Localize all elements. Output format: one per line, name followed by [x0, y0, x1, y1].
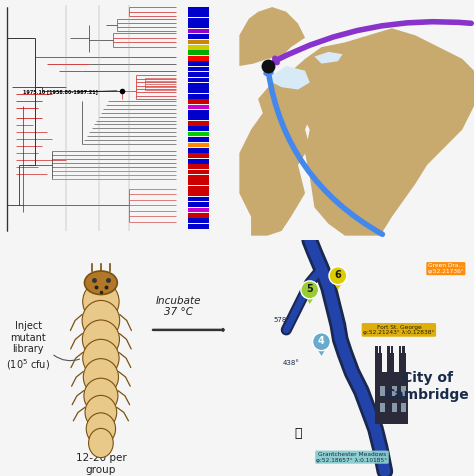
- Text: 578°: 578°: [273, 317, 290, 324]
- Polygon shape: [304, 295, 316, 304]
- Ellipse shape: [84, 271, 118, 295]
- Text: Fort St. George
φ:52.21243° λ:0.12838°: Fort St. George φ:52.21243° λ:0.12838°: [363, 325, 435, 335]
- Bar: [380, 387, 385, 396]
- Circle shape: [312, 333, 330, 351]
- Bar: [188, 23, 209, 28]
- Bar: [188, 89, 209, 93]
- Bar: [188, 159, 209, 164]
- Polygon shape: [332, 280, 344, 290]
- Bar: [387, 354, 394, 372]
- Ellipse shape: [85, 396, 117, 429]
- Bar: [188, 40, 209, 44]
- Bar: [399, 354, 406, 372]
- Ellipse shape: [89, 428, 113, 457]
- Text: 🏊: 🏊: [294, 427, 302, 440]
- Bar: [375, 354, 383, 372]
- Bar: [188, 110, 209, 115]
- Ellipse shape: [83, 358, 118, 396]
- Bar: [188, 224, 209, 228]
- Bar: [399, 347, 401, 354]
- Bar: [188, 164, 209, 169]
- Circle shape: [329, 267, 347, 285]
- Bar: [188, 218, 209, 223]
- Bar: [188, 186, 209, 191]
- Text: 5: 5: [306, 284, 313, 294]
- Bar: [402, 347, 405, 354]
- Bar: [375, 347, 378, 354]
- Bar: [188, 34, 209, 39]
- Bar: [375, 372, 408, 424]
- Text: Incubate
37 °C: Incubate 37 °C: [155, 296, 201, 317]
- Bar: [188, 12, 209, 17]
- Bar: [188, 148, 209, 153]
- Bar: [380, 403, 385, 412]
- Bar: [401, 387, 406, 396]
- Bar: [188, 78, 209, 82]
- Bar: [188, 116, 209, 120]
- Bar: [188, 45, 209, 50]
- Ellipse shape: [82, 300, 119, 340]
- Bar: [392, 387, 397, 396]
- Polygon shape: [239, 7, 305, 66]
- Polygon shape: [314, 52, 343, 64]
- Bar: [188, 61, 209, 66]
- Ellipse shape: [83, 282, 119, 322]
- Bar: [188, 105, 209, 109]
- Bar: [391, 347, 393, 354]
- Bar: [188, 213, 209, 218]
- Bar: [387, 347, 390, 354]
- Bar: [379, 347, 381, 354]
- Polygon shape: [267, 66, 310, 89]
- Polygon shape: [316, 347, 328, 356]
- Text: 1975.10 [1958.80-1987.21]: 1975.10 [1958.80-1987.21]: [24, 89, 98, 94]
- Bar: [188, 121, 209, 126]
- Bar: [188, 50, 209, 55]
- Ellipse shape: [84, 378, 118, 414]
- Polygon shape: [239, 75, 314, 236]
- Text: Grantchester Meadows
φ:52.18657° λ:0.10185°: Grantchester Meadows φ:52.18657° λ:0.101…: [316, 452, 388, 463]
- Bar: [188, 175, 209, 180]
- Bar: [188, 126, 209, 131]
- Bar: [188, 180, 209, 185]
- Ellipse shape: [82, 320, 119, 358]
- Bar: [188, 18, 209, 23]
- Bar: [188, 132, 209, 137]
- Bar: [188, 153, 209, 158]
- Circle shape: [301, 281, 319, 299]
- Bar: [188, 197, 209, 201]
- Bar: [401, 403, 406, 412]
- Bar: [188, 99, 209, 104]
- Bar: [188, 94, 209, 99]
- Bar: [188, 191, 209, 196]
- Text: 12-20 per
group: 12-20 per group: [75, 454, 126, 475]
- Text: 4: 4: [318, 336, 325, 346]
- Text: 6: 6: [335, 269, 341, 279]
- Polygon shape: [286, 28, 474, 236]
- Ellipse shape: [86, 413, 116, 445]
- Text: Inject
mutant
library
(10$^5$ cfu): Inject mutant library (10$^5$ cfu): [6, 321, 50, 372]
- Bar: [392, 403, 397, 412]
- Text: 438°: 438°: [283, 360, 300, 366]
- Bar: [188, 29, 209, 33]
- Bar: [188, 72, 209, 77]
- Ellipse shape: [83, 339, 119, 377]
- Bar: [188, 169, 209, 174]
- Bar: [188, 208, 209, 212]
- Bar: [188, 56, 209, 60]
- Bar: [188, 142, 209, 147]
- Text: City of
Cambridge: City of Cambridge: [385, 371, 469, 402]
- Bar: [188, 137, 209, 142]
- Bar: [188, 67, 209, 71]
- Bar: [188, 83, 209, 88]
- Bar: [188, 7, 209, 12]
- Text: Green Dra...
φ:52.21736°: Green Dra... φ:52.21736°: [428, 263, 464, 274]
- Bar: [188, 202, 209, 207]
